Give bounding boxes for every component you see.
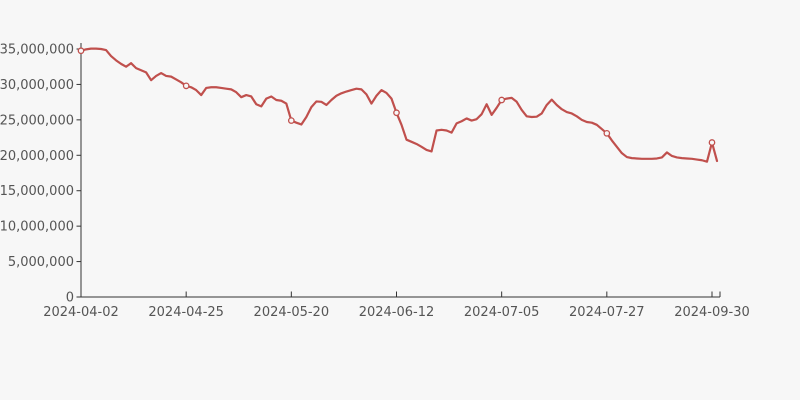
x-axis: 2024-04-02 2024-04-25 2024-05-20 2024-06-12… <box>43 291 750 320</box>
data-point-marker <box>182 82 190 90</box>
series-line <box>79 47 719 163</box>
data-point-marker <box>393 109 400 117</box>
x-tick-label: 2024-04-02 <box>43 305 119 320</box>
y-tick-label: 15,000,000 <box>0 184 74 199</box>
data-point-marker <box>603 129 611 137</box>
x-tick-label: 2024-07-27 <box>569 305 645 320</box>
x-tick-label: 2024-07-05 <box>464 305 540 320</box>
y-tick-label: 5,000,000 <box>8 255 74 270</box>
x-tick-label: 2024-04-25 <box>148 305 224 320</box>
x-tick-label: 2024-09-30 <box>674 305 750 320</box>
data-point-marker <box>287 117 295 124</box>
y-tick-label: 25,000,000 <box>0 113 74 128</box>
data-point-marker <box>708 139 716 146</box>
data-point-marker <box>498 96 506 104</box>
x-tick-label: 2024-06-12 <box>359 305 435 320</box>
series-group <box>77 47 719 163</box>
y-tick-label: 20,000,000 <box>0 149 74 164</box>
x-tick-label: 2024-05-20 <box>254 305 330 320</box>
data-point-marker <box>77 47 85 55</box>
y-axis: 0 5,000,000 10,000,000 15,000,000 20,000,000… <box>0 43 82 306</box>
y-tick-label: 35,000,000 <box>0 43 74 58</box>
y-tick-label: 30,000,000 <box>0 78 74 93</box>
y-tick-label: 0 <box>66 291 74 306</box>
y-tick-label: 10,000,000 <box>0 220 74 235</box>
